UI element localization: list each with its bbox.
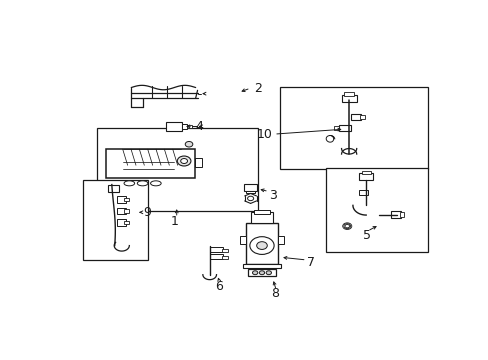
Bar bbox=[333, 126, 338, 130]
Bar bbox=[350, 114, 361, 120]
Text: 9: 9 bbox=[143, 206, 151, 219]
Bar bbox=[358, 190, 367, 195]
Bar bbox=[222, 249, 227, 252]
Circle shape bbox=[344, 225, 349, 228]
Bar bbox=[247, 269, 276, 276]
Bar bbox=[343, 92, 354, 96]
Bar bbox=[222, 256, 227, 258]
Text: 2: 2 bbox=[254, 82, 262, 95]
Bar bbox=[83, 180, 147, 260]
Circle shape bbox=[256, 242, 267, 249]
Bar bbox=[243, 264, 280, 268]
Text: 5: 5 bbox=[363, 229, 370, 242]
Text: 10: 10 bbox=[256, 128, 272, 141]
Circle shape bbox=[177, 156, 190, 166]
Bar bbox=[361, 171, 370, 174]
Bar bbox=[240, 236, 245, 244]
Bar bbox=[251, 212, 272, 223]
Bar bbox=[108, 185, 119, 192]
Circle shape bbox=[259, 271, 264, 275]
Circle shape bbox=[343, 224, 350, 229]
Text: 7: 7 bbox=[306, 256, 314, 269]
Bar bbox=[117, 197, 125, 203]
Bar bbox=[117, 208, 125, 214]
Bar bbox=[325, 168, 427, 252]
Text: 6: 6 bbox=[215, 280, 223, 293]
Bar bbox=[254, 210, 269, 214]
Bar bbox=[97, 128, 258, 211]
Bar bbox=[105, 149, 194, 178]
Bar bbox=[187, 125, 192, 128]
Bar bbox=[341, 95, 356, 102]
Circle shape bbox=[185, 141, 192, 147]
Text: 3: 3 bbox=[268, 189, 276, 202]
Bar bbox=[194, 158, 201, 167]
Circle shape bbox=[342, 223, 351, 229]
Circle shape bbox=[247, 196, 253, 201]
Text: 1: 1 bbox=[170, 216, 179, 229]
Text: 8: 8 bbox=[271, 287, 279, 300]
Bar bbox=[390, 211, 401, 218]
Bar bbox=[166, 122, 181, 131]
Ellipse shape bbox=[124, 181, 134, 186]
Bar bbox=[245, 191, 255, 193]
Bar bbox=[359, 115, 365, 119]
Ellipse shape bbox=[150, 181, 161, 186]
Bar bbox=[399, 212, 403, 217]
Bar bbox=[280, 87, 427, 169]
Bar bbox=[209, 247, 223, 252]
Bar bbox=[209, 255, 223, 260]
Ellipse shape bbox=[137, 181, 147, 186]
Bar bbox=[245, 223, 277, 264]
Circle shape bbox=[249, 237, 274, 255]
Text: 4: 4 bbox=[195, 120, 203, 133]
Bar bbox=[106, 152, 120, 176]
Bar bbox=[124, 209, 128, 212]
Bar bbox=[277, 236, 284, 244]
Circle shape bbox=[265, 271, 271, 275]
Bar bbox=[359, 174, 372, 180]
Bar bbox=[338, 125, 350, 131]
Bar bbox=[124, 221, 128, 225]
Circle shape bbox=[252, 271, 257, 275]
Bar bbox=[117, 220, 125, 226]
Bar bbox=[244, 184, 257, 191]
Bar bbox=[181, 123, 187, 129]
Circle shape bbox=[181, 158, 187, 163]
Bar bbox=[124, 198, 128, 202]
